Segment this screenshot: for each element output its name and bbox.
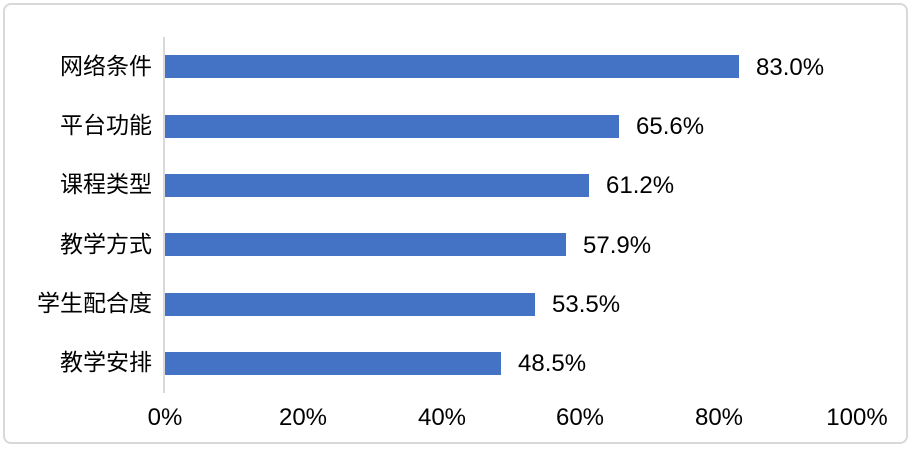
category-label: 课程类型 [60, 171, 152, 197]
bar [165, 233, 566, 256]
category-label: 学生配合度 [37, 290, 152, 316]
data-label: 83.0% [756, 54, 825, 81]
category-label: 平台功能 [60, 112, 152, 138]
category-label: 教学安排 [60, 349, 152, 375]
bar [165, 293, 535, 316]
data-label: 61.2% [606, 172, 675, 199]
bar [165, 352, 501, 375]
y-axis-line [163, 37, 165, 393]
data-label: 53.5% [552, 291, 621, 318]
x-tick-label: 40% [417, 404, 467, 431]
x-tick-label: 0% [147, 404, 183, 431]
bar [165, 174, 589, 197]
bar [165, 115, 619, 138]
data-label: 57.9% [583, 232, 652, 259]
x-tick-label: 100% [826, 404, 888, 431]
data-label: 48.5% [518, 350, 587, 377]
category-label: 教学方式 [60, 231, 152, 257]
x-tick-label: 20% [278, 404, 328, 431]
bar [165, 55, 739, 78]
x-tick-label: 60% [555, 404, 605, 431]
x-tick-label: 80% [694, 404, 744, 431]
category-label: 网络条件 [60, 53, 152, 79]
data-label: 65.6% [636, 113, 705, 140]
